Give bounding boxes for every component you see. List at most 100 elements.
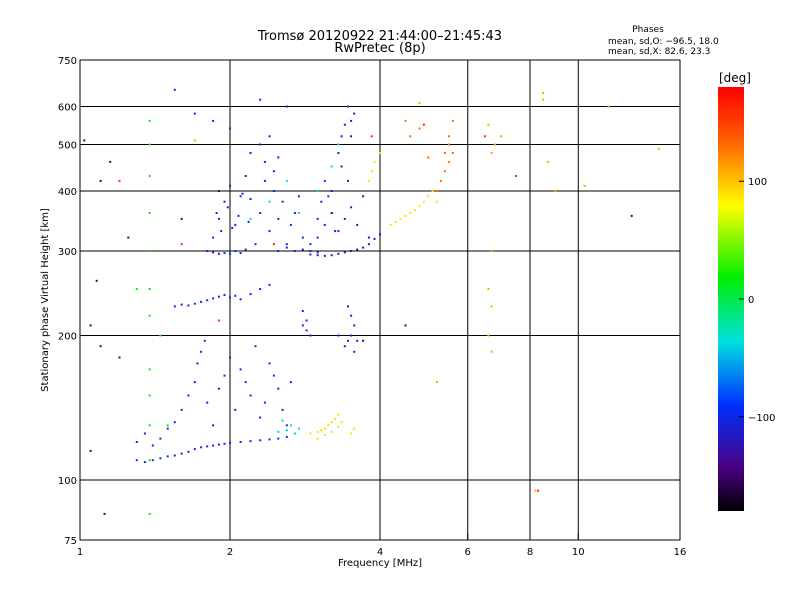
data-point <box>447 160 450 163</box>
data-point <box>350 334 353 337</box>
data-point <box>301 236 304 239</box>
data-point <box>234 294 237 297</box>
data-point <box>166 455 169 458</box>
data-point <box>630 214 633 217</box>
data-point <box>515 175 517 177</box>
data-point <box>272 374 275 377</box>
data-point <box>259 439 262 442</box>
data-point <box>334 418 337 420</box>
data-point <box>148 314 151 317</box>
data-point <box>272 190 275 192</box>
data-point <box>180 303 183 306</box>
data-point <box>293 212 296 214</box>
data-point <box>418 127 421 130</box>
data-point <box>254 345 257 348</box>
data-point <box>490 350 493 353</box>
data-point <box>268 362 271 365</box>
data-point <box>350 119 353 122</box>
data-point <box>229 127 231 130</box>
data-point <box>200 350 203 353</box>
data-point <box>394 220 397 223</box>
data-point <box>327 424 330 427</box>
y-tick-label: 600 <box>58 103 77 114</box>
data-point <box>343 251 346 254</box>
data-point <box>212 297 215 300</box>
data-point <box>281 200 284 203</box>
colorbar-tick-label: 100 <box>748 177 767 188</box>
data-point <box>229 296 231 299</box>
data-point <box>350 314 353 317</box>
data-point <box>320 429 323 432</box>
data-point <box>353 324 356 327</box>
data-point <box>330 212 333 214</box>
data-point <box>373 160 376 163</box>
data-point <box>435 381 438 384</box>
data-point <box>239 368 242 371</box>
y-tick-label: 400 <box>58 187 77 198</box>
data-point <box>259 143 262 146</box>
data-point <box>223 200 226 203</box>
data-point <box>151 444 154 447</box>
phase-stats-x: mean, sd,X: 82.6, 23.3 <box>608 47 710 57</box>
data-point <box>95 279 98 282</box>
data-point <box>217 319 220 322</box>
data-point <box>435 200 438 203</box>
data-point <box>226 206 229 209</box>
data-point <box>337 230 340 233</box>
data-point <box>180 217 183 220</box>
data-point <box>148 212 151 214</box>
data-point <box>373 237 376 240</box>
data-point <box>217 190 220 192</box>
x-axis-ticks: 1 2 4 6 8 10 16 <box>77 534 686 558</box>
data-point <box>237 214 240 217</box>
data-point <box>451 119 454 122</box>
data-point <box>193 112 196 115</box>
data-point <box>362 246 365 249</box>
data-point <box>327 195 330 198</box>
data-point <box>217 217 220 220</box>
data-point <box>399 217 402 220</box>
data-point <box>151 459 154 462</box>
data-point <box>103 512 106 515</box>
data-point <box>148 143 151 146</box>
data-point <box>148 175 151 177</box>
data-point <box>187 450 190 453</box>
data-point <box>229 252 231 255</box>
data-point <box>118 179 121 182</box>
data-point <box>249 440 252 443</box>
data-point <box>212 251 215 254</box>
data-point <box>118 356 121 359</box>
data-point <box>353 350 356 353</box>
data-point <box>254 243 257 246</box>
data-point <box>370 170 373 173</box>
data-point <box>389 223 392 226</box>
data-point <box>180 243 183 246</box>
data-point <box>443 170 446 173</box>
data-point <box>316 236 319 239</box>
x-tick-label: 8 <box>527 547 533 558</box>
data-point <box>379 152 381 154</box>
data-point <box>206 445 209 448</box>
data-point <box>537 489 539 492</box>
data-point <box>259 416 262 419</box>
data-point <box>203 339 206 342</box>
data-point <box>173 454 176 457</box>
data-point <box>343 217 346 220</box>
data-point <box>244 248 247 251</box>
data-point <box>217 295 220 298</box>
data-point <box>409 135 412 138</box>
data-point <box>143 461 146 464</box>
data-point <box>490 250 493 252</box>
data-point <box>316 437 319 440</box>
data-point <box>583 184 586 187</box>
data-point <box>285 435 288 438</box>
data-point <box>439 179 442 182</box>
data-point <box>249 293 252 296</box>
data-point <box>206 250 209 252</box>
data-point <box>337 152 340 154</box>
data-point <box>234 250 237 252</box>
data-point <box>343 345 346 348</box>
data-point <box>239 441 242 443</box>
data-point <box>193 139 196 142</box>
data-point <box>148 288 151 290</box>
